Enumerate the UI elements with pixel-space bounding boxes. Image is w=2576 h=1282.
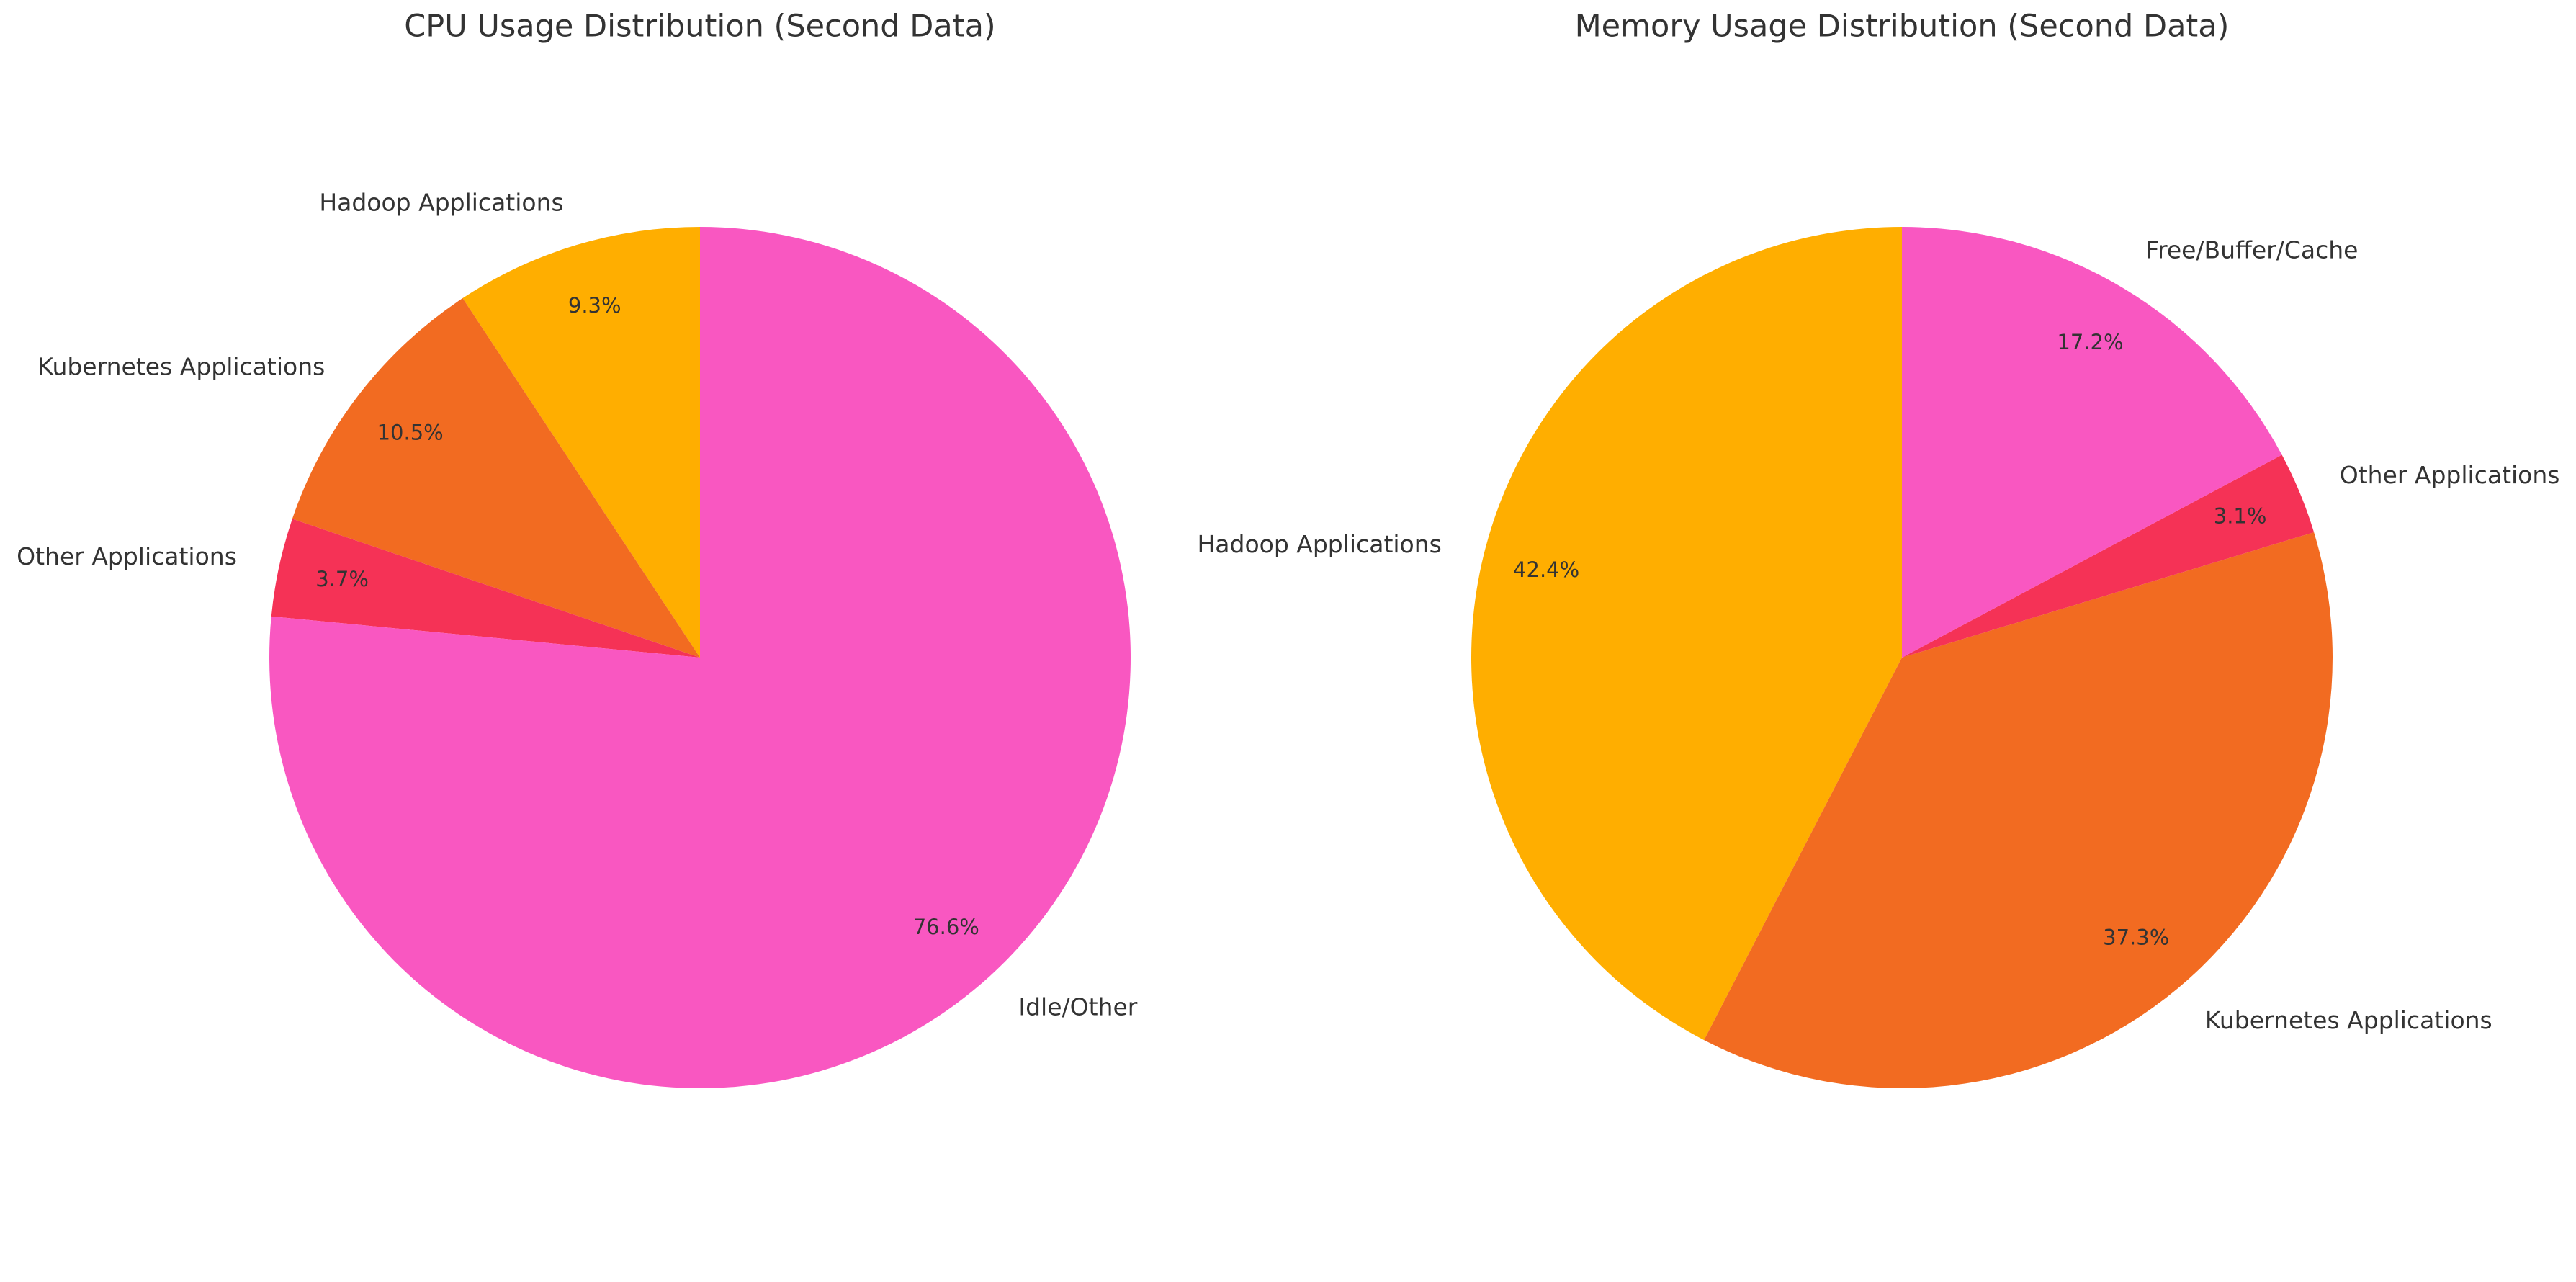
pie-wedge bbox=[462, 227, 700, 658]
slice-label: Kubernetes Applications bbox=[37, 352, 325, 380]
slice-label: Other Applications bbox=[17, 542, 237, 570]
slice-label: Other Applications bbox=[2340, 461, 2560, 489]
pie-wedge bbox=[1704, 532, 2333, 1088]
value-label: 3.1% bbox=[2214, 503, 2267, 528]
pie-wedge bbox=[271, 519, 700, 658]
pie-wedge bbox=[1902, 454, 2315, 658]
value-label: 3.7% bbox=[315, 567, 369, 591]
slice-label: Kubernetes Applications bbox=[2205, 1006, 2492, 1034]
value-label: 9.3% bbox=[568, 293, 621, 318]
pie-wedge bbox=[1471, 227, 1902, 1041]
value-label: 10.5% bbox=[377, 420, 444, 444]
value-label: 42.4% bbox=[1513, 557, 1579, 582]
chart-title: Memory Usage Distribution (Second Data) bbox=[1575, 9, 2230, 45]
slice-label: Idle/Other bbox=[1018, 992, 1137, 1021]
chart-title: CPU Usage Distribution (Second Data) bbox=[404, 9, 995, 45]
pie-wedge bbox=[1902, 227, 2282, 658]
value-label: 76.6% bbox=[913, 915, 979, 939]
value-label: 17.2% bbox=[2057, 330, 2123, 354]
pie-wedge bbox=[269, 226, 1131, 1088]
slice-label: Hadoop Applications bbox=[319, 189, 563, 217]
slice-label: Free/Buffer/Cache bbox=[2145, 236, 2358, 264]
value-label: 37.3% bbox=[2103, 925, 2169, 950]
pie-wedge bbox=[292, 298, 701, 658]
slice-label: Hadoop Applications bbox=[1197, 530, 1441, 558]
